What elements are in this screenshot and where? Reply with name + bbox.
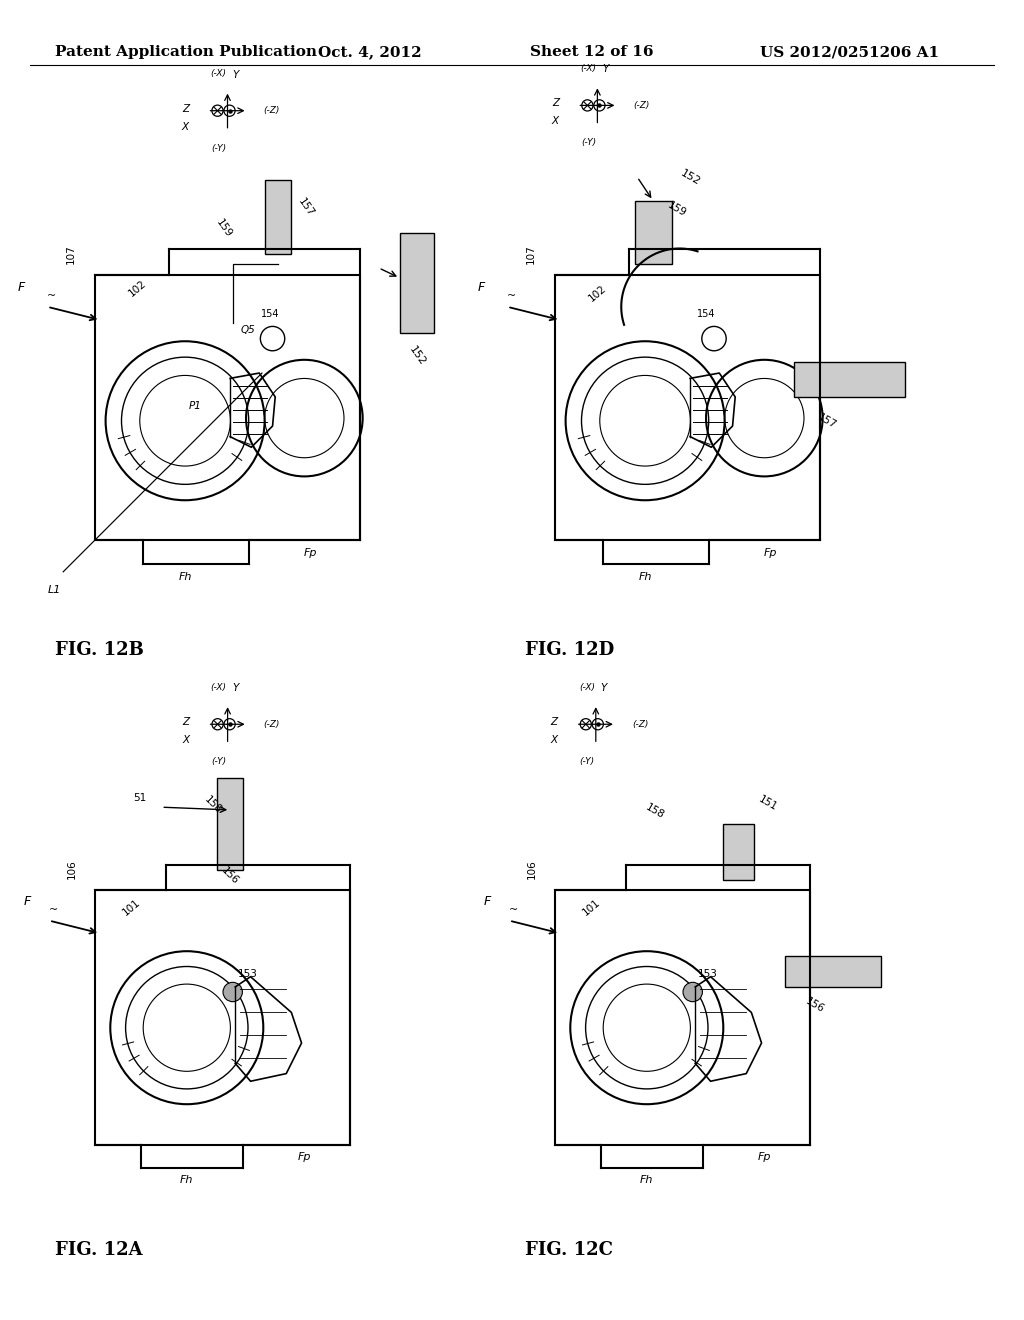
Text: FIG. 12C: FIG. 12C (525, 1241, 613, 1259)
Text: 151: 151 (757, 795, 779, 813)
Text: Fh: Fh (180, 1175, 194, 1185)
Text: X: X (552, 116, 559, 127)
Text: 106: 106 (527, 859, 537, 879)
Text: 102: 102 (127, 277, 148, 298)
Text: F: F (477, 281, 484, 294)
Bar (95, 890, 350, 1144)
Text: 107: 107 (526, 244, 537, 264)
Text: Q5: Q5 (241, 325, 256, 335)
Text: FIG. 12D: FIG. 12D (525, 642, 614, 659)
Bar (784, 956, 882, 987)
Text: Fp: Fp (764, 548, 777, 558)
Text: Oct. 4, 2012: Oct. 4, 2012 (318, 45, 422, 59)
Text: ~: ~ (509, 906, 518, 915)
Text: 157: 157 (816, 412, 838, 430)
Bar (794, 363, 905, 397)
Text: L1: L1 (47, 585, 60, 595)
Text: 157: 157 (296, 197, 316, 219)
Text: FIG. 12A: FIG. 12A (55, 1241, 142, 1259)
Text: 153: 153 (697, 969, 718, 978)
Text: (-Z): (-Z) (634, 100, 650, 110)
Bar (723, 824, 754, 880)
Text: ~: ~ (507, 290, 516, 301)
Text: X: X (550, 735, 557, 746)
Text: ~: ~ (47, 290, 56, 301)
Bar (555, 890, 810, 1144)
Text: FIG. 12B: FIG. 12B (55, 642, 144, 659)
Bar (217, 777, 243, 870)
Text: 159: 159 (667, 201, 688, 219)
Circle shape (223, 982, 243, 1002)
Text: Sheet 12 of 16: Sheet 12 of 16 (530, 45, 653, 59)
Text: 156: 156 (219, 866, 241, 887)
Text: (-Y): (-Y) (581, 139, 596, 148)
Text: (-Z): (-Z) (632, 719, 648, 729)
Text: (-Y): (-Y) (211, 144, 226, 153)
Text: 152: 152 (679, 168, 702, 187)
Text: Fp: Fp (303, 548, 317, 558)
Text: 158: 158 (644, 803, 667, 821)
Text: (-X): (-X) (211, 69, 226, 78)
Text: 101: 101 (581, 898, 602, 917)
Text: 154: 154 (261, 309, 280, 319)
Bar (635, 201, 672, 264)
Text: (-Y): (-Y) (580, 758, 594, 766)
Text: 106: 106 (67, 859, 77, 879)
Text: Patent Application Publication: Patent Application Publication (55, 45, 317, 59)
Bar (555, 275, 820, 540)
Text: Z: Z (182, 717, 189, 727)
Bar (399, 232, 434, 333)
Text: F: F (17, 281, 25, 294)
Text: 102: 102 (587, 284, 608, 304)
Text: Fh: Fh (638, 572, 652, 582)
Text: Y: Y (602, 65, 608, 74)
Text: 156: 156 (804, 995, 826, 1014)
Text: F: F (483, 895, 490, 908)
Text: Fp: Fp (758, 1152, 771, 1163)
Bar (264, 180, 291, 253)
Text: US 2012/0251206 A1: US 2012/0251206 A1 (760, 45, 939, 59)
Text: Fp: Fp (297, 1152, 311, 1163)
Circle shape (683, 982, 702, 1002)
Text: 51: 51 (133, 793, 146, 803)
Text: 153: 153 (238, 969, 258, 978)
Text: (-Z): (-Z) (263, 106, 280, 115)
Text: Y: Y (232, 70, 239, 79)
Text: 154: 154 (696, 309, 716, 319)
Text: Y: Y (232, 684, 239, 693)
Text: P1: P1 (189, 401, 202, 411)
Text: 152: 152 (407, 345, 427, 367)
Text: ~: ~ (49, 906, 58, 915)
Text: Fh: Fh (640, 1175, 653, 1185)
Text: Z: Z (552, 99, 559, 108)
Text: (-Z): (-Z) (263, 719, 280, 729)
Text: Y: Y (601, 684, 607, 693)
Text: Z: Z (550, 717, 557, 727)
Text: Z: Z (182, 104, 189, 114)
Text: X: X (182, 121, 189, 132)
Text: (-Y): (-Y) (211, 758, 226, 766)
Bar (95, 275, 360, 540)
Text: F: F (24, 895, 31, 908)
Text: 101: 101 (121, 898, 142, 917)
Text: (-X): (-X) (211, 682, 226, 692)
Text: Fh: Fh (178, 572, 191, 582)
Text: 107: 107 (67, 244, 76, 264)
Text: 158: 158 (202, 795, 223, 816)
Text: (-X): (-X) (581, 63, 596, 73)
Text: X: X (182, 735, 189, 746)
Text: 159: 159 (214, 218, 233, 240)
Text: (-X): (-X) (579, 682, 595, 692)
